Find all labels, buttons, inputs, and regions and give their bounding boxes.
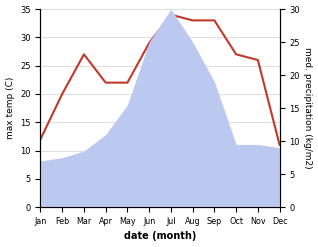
X-axis label: date (month): date (month) bbox=[124, 231, 196, 242]
Y-axis label: med. precipitation (kg/m2): med. precipitation (kg/m2) bbox=[303, 47, 313, 169]
Y-axis label: max temp (C): max temp (C) bbox=[5, 77, 15, 139]
